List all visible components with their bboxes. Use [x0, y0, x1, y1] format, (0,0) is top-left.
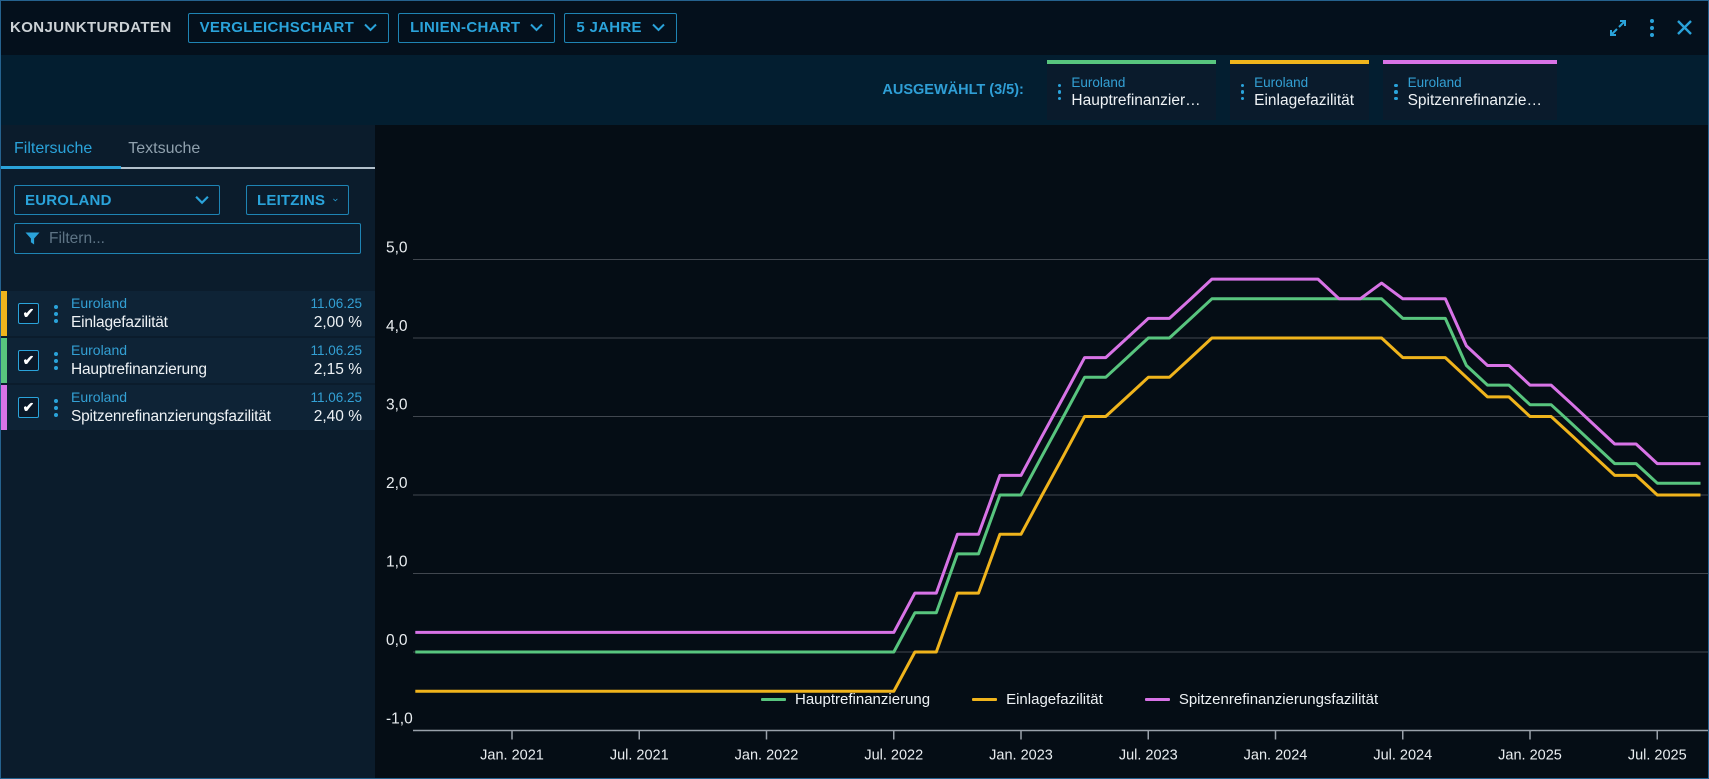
series-line-einlagefazilitaet	[415, 336, 1701, 693]
series-line-hauptrefinanzierung	[415, 297, 1701, 654]
svg-text:2,0: 2,0	[386, 475, 408, 492]
svg-text:Jan. 2024: Jan. 2024	[1244, 748, 1308, 764]
funnel-icon	[25, 232, 40, 245]
selection-bar: AUSGEWÄHLT (3/5): Euroland Hauptrefinanz…	[0, 55, 1709, 125]
chip-hauptrefinanzierung[interactable]: Euroland Hauptrefinanzier…	[1046, 60, 1216, 120]
svg-text:Jul. 2025: Jul. 2025	[1628, 748, 1687, 764]
item-value: 2,00 %	[313, 314, 362, 331]
svg-text:5,0: 5,0	[386, 240, 408, 257]
expand-icon[interactable]	[1608, 18, 1628, 38]
chip-kebab-icon[interactable]	[1240, 83, 1245, 101]
time-range-dropdown-label: 5 JAHRE	[576, 19, 642, 36]
time-range-dropdown[interactable]: 5 JAHRE	[564, 12, 677, 43]
chip-kebab-icon[interactable]	[1394, 83, 1398, 101]
legend-item-einlagefazilitaet: Einlagefazilität	[972, 691, 1103, 708]
item-name: Hauptrefinanzierung	[71, 361, 207, 379]
svg-text:1,0: 1,0	[386, 554, 408, 571]
svg-text:Jan. 2025: Jan. 2025	[1498, 748, 1562, 764]
item-date: 11.06.25	[310, 389, 362, 405]
chip-spitzenrefinanzierungsfazilitaet[interactable]: Euroland Spitzenrefinanzie…	[1383, 60, 1557, 120]
svg-text:3,0: 3,0	[386, 397, 408, 414]
chart-type-dropdown-label: LINIEN-CHART	[410, 19, 521, 36]
svg-text:Jan. 2022: Jan. 2022	[735, 748, 799, 764]
selected-count-label: AUSGEWÄHLT (3/5):	[882, 82, 1024, 98]
app-title: KONJUNKTURDATEN	[10, 19, 172, 36]
chip-name: Spitzenrefinanzie…	[1407, 92, 1542, 109]
svg-text:Jan. 2023: Jan. 2023	[989, 748, 1053, 764]
chevron-down-icon	[530, 23, 544, 32]
legend-swatch	[1144, 697, 1170, 702]
region-dropdown[interactable]: EUROLAND	[14, 185, 220, 215]
svg-text:Jul. 2021: Jul. 2021	[610, 748, 669, 764]
chip-kebab-icon[interactable]	[1057, 83, 1062, 101]
series-color-bar	[0, 385, 7, 430]
kebab-menu-icon[interactable]	[1650, 18, 1654, 37]
chevron-down-icon	[652, 23, 665, 32]
rate-chart: 5,0 4,0 3,0 2,0 1,0 0,0 -1,0 Jan. 2021 Jul. 2021…	[375, 125, 1709, 779]
item-checkbox[interactable]: ✔	[18, 397, 39, 418]
chip-region: Euroland	[1071, 74, 1126, 90]
filter-search-box[interactable]	[14, 223, 361, 254]
topic-dropdown[interactable]: LEITZINS	[246, 185, 349, 215]
item-region: Euroland	[71, 342, 128, 359]
svg-text:Jan. 2021: Jan. 2021	[480, 748, 544, 764]
item-kebab-icon[interactable]	[54, 351, 58, 370]
chart-mode-dropdown[interactable]: VERGLEICHSCHART	[187, 12, 390, 43]
svg-text:Jul. 2022: Jul. 2022	[864, 748, 923, 764]
chip-name: Einlagefazilität	[1254, 92, 1355, 109]
close-icon[interactable]	[1676, 19, 1693, 36]
list-item-spitzenrefinanzierungsfazilitaet[interactable]: ✔ Euroland Spitzenrefinanzierungsfazilit…	[0, 385, 375, 430]
list-item-hauptrefinanzierung[interactable]: ✔ Euroland Hauptrefinanzierung 11.06.25 …	[0, 338, 375, 383]
chip-region: Euroland	[1407, 74, 1462, 90]
item-date: 11.06.25	[310, 295, 362, 311]
item-value: 2,15 %	[313, 361, 362, 378]
chart-type-dropdown[interactable]: LINIEN-CHART	[398, 12, 556, 43]
chevron-down-icon	[195, 196, 209, 205]
item-date: 11.06.25	[310, 342, 362, 358]
svg-text:-1,0: -1,0	[386, 711, 413, 728]
chart-mode-dropdown-label: VERGLEICHSCHART	[199, 19, 355, 36]
item-kebab-icon[interactable]	[54, 304, 58, 323]
series-list: ✔ Euroland Einlagefazilität 11.06.25 2,0…	[0, 291, 375, 430]
series-color-bar	[0, 338, 7, 383]
item-region: Euroland	[71, 295, 128, 312]
sidebar-tabbar: Filtersuche Textsuche	[0, 125, 375, 169]
svg-text:Jul. 2023: Jul. 2023	[1119, 748, 1178, 764]
chart-legend: Hauptrefinanzierung Einlagefazilität Spitz…	[761, 691, 1378, 708]
tab-textsuche[interactable]: Textsuche	[128, 140, 201, 157]
chip-name: Hauptrefinanzier…	[1071, 92, 1201, 109]
item-checkbox[interactable]: ✔	[18, 350, 39, 371]
active-tab-underline	[0, 166, 121, 169]
legend-item-hauptrefinanzierung: Hauptrefinanzierung	[761, 691, 930, 708]
legend-swatch	[761, 697, 786, 702]
chip-region: Euroland	[1254, 74, 1309, 90]
item-region: Euroland	[71, 389, 128, 406]
filter-input[interactable]	[49, 229, 350, 248]
tab-filtersuche[interactable]: Filtersuche	[14, 140, 93, 157]
rate-chart-svg: 5,0 4,0 3,0 2,0 1,0 0,0 -1,0 Jan. 2021 Jul. 2021…	[386, 240, 1709, 764]
filter-sidebar: Filtersuche Textsuche EUROLAND LEITZINS …	[0, 125, 375, 779]
chip-einlagefazilitaet[interactable]: Euroland Einlagefazilität	[1229, 60, 1370, 120]
item-name: Einlagefazilität	[71, 314, 168, 332]
region-dropdown-label: EUROLAND	[25, 191, 112, 209]
item-kebab-icon[interactable]	[54, 398, 58, 417]
item-checkbox[interactable]: ✔	[18, 303, 39, 324]
chevron-down-icon	[364, 23, 377, 32]
chevron-down-icon	[333, 198, 338, 202]
svg-text:4,0: 4,0	[386, 318, 408, 335]
series-line-spitzenrefinanzierungsfazilitaet	[415, 277, 1701, 634]
item-name: Spitzenrefinanzierungsfazilität	[71, 408, 271, 426]
list-item-einlagefazilitaet[interactable]: ✔ Euroland Einlagefazilität 11.06.25 2,0…	[0, 291, 375, 336]
item-value: 2,40 %	[313, 408, 362, 425]
legend-item-spitzenrefinanzierungsfazilitaet: Spitzenrefinanzierungsfazilität	[1144, 691, 1378, 708]
svg-text:0,0: 0,0	[386, 632, 408, 649]
series-color-bar	[0, 291, 7, 336]
topic-dropdown-label: LEITZINS	[257, 191, 326, 209]
legend-swatch	[972, 697, 998, 702]
kebab-dots	[1650, 18, 1654, 37]
top-toolbar: KONJUNKTURDATEN VERGLEICHSCHART LINIEN-C…	[0, 0, 1709, 55]
svg-text:Jul. 2024: Jul. 2024	[1373, 748, 1432, 764]
